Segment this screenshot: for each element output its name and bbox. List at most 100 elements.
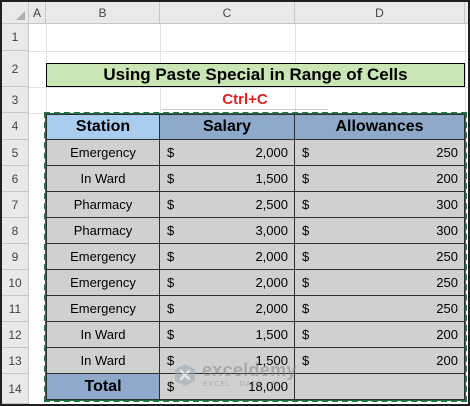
allowances-value: 200: [436, 327, 458, 342]
currency-symbol: $: [302, 223, 310, 238]
total-salary-value: 18,000: [248, 379, 288, 394]
row-header-3[interactable]: 3: [2, 87, 29, 113]
currency-symbol: $: [167, 275, 175, 290]
select-all-triangle-icon: [16, 11, 25, 20]
currency-symbol: $: [167, 171, 175, 186]
cell-salary[interactable]: $2,000: [160, 140, 295, 166]
currency-symbol: $: [302, 301, 310, 316]
title-cell[interactable]: Using Paste Special in Range of Cells: [46, 63, 465, 87]
salary-value: 1,500: [255, 171, 288, 186]
cell-station[interactable]: In Ward: [46, 322, 160, 348]
currency-symbol: $: [302, 197, 310, 212]
row-header-12[interactable]: 12: [2, 322, 29, 348]
cell-station[interactable]: Pharmacy: [46, 218, 160, 244]
row-header-8[interactable]: 8: [2, 218, 29, 244]
row-header-10[interactable]: 10: [2, 270, 29, 296]
salary-value: 1,500: [255, 327, 288, 342]
currency-symbol: $: [167, 379, 175, 394]
cell-salary[interactable]: $2,000: [160, 296, 295, 322]
currency-symbol: $: [302, 275, 310, 290]
cell-station[interactable]: Emergency: [46, 296, 160, 322]
salary-value: 2,500: [255, 197, 288, 212]
row-header-2[interactable]: 2: [2, 51, 29, 87]
cell-allowances[interactable]: $250: [295, 140, 465, 166]
currency-symbol: $: [167, 145, 175, 160]
cell-salary[interactable]: $1,500: [160, 166, 295, 192]
cell-allowances[interactable]: $200: [295, 348, 465, 374]
total-label[interactable]: Total: [46, 374, 160, 400]
cell-station[interactable]: Emergency: [46, 244, 160, 270]
row-header-14[interactable]: 14: [2, 374, 29, 404]
cell-allowances[interactable]: $250: [295, 244, 465, 270]
row-header-4[interactable]: 4: [2, 113, 29, 140]
allowances-value: 250: [436, 301, 458, 316]
allowances-value: 200: [436, 171, 458, 186]
grid-line: [465, 24, 466, 404]
cell-station[interactable]: Pharmacy: [46, 192, 160, 218]
header-station[interactable]: Station: [46, 114, 160, 140]
column-header-d[interactable]: D: [295, 2, 465, 24]
grid-line: [29, 87, 468, 88]
cell-allowances[interactable]: $250: [295, 270, 465, 296]
salary-value: 1,500: [255, 353, 288, 368]
row-header-1[interactable]: 1: [2, 24, 29, 51]
select-all-button[interactable]: [2, 2, 29, 24]
salary-value: 2,000: [255, 301, 288, 316]
cell-allowances[interactable]: $300: [295, 192, 465, 218]
currency-symbol: $: [302, 327, 310, 342]
row-header-11[interactable]: 11: [2, 296, 29, 322]
cell-salary[interactable]: $2,000: [160, 244, 295, 270]
currency-symbol: $: [302, 171, 310, 186]
row-header-9[interactable]: 9: [2, 244, 29, 270]
currency-symbol: $: [302, 353, 310, 368]
total-allowances-cell[interactable]: [295, 374, 465, 400]
cell-station[interactable]: Emergency: [46, 140, 160, 166]
row-header-13[interactable]: 13: [2, 348, 29, 374]
allowances-value: 300: [436, 197, 458, 212]
cell-station[interactable]: In Ward: [46, 166, 160, 192]
row-header-5[interactable]: 5: [2, 140, 29, 166]
column-header-e[interactable]: [465, 2, 468, 24]
header-salary[interactable]: Salary: [160, 114, 295, 140]
column-header-b[interactable]: B: [46, 2, 160, 24]
subtitle-underline: [162, 109, 328, 110]
currency-symbol: $: [302, 145, 310, 160]
salary-value: 3,000: [255, 223, 288, 238]
allowances-value: 250: [436, 249, 458, 264]
salary-value: 2,000: [255, 145, 288, 160]
cell-station[interactable]: Emergency: [46, 270, 160, 296]
grid-line: [29, 51, 468, 52]
salary-value: 2,000: [255, 275, 288, 290]
row-header-6[interactable]: 6: [2, 166, 29, 192]
cell-allowances[interactable]: $250: [295, 296, 465, 322]
allowances-value: 200: [436, 353, 458, 368]
currency-symbol: $: [167, 327, 175, 342]
currency-symbol: $: [167, 353, 175, 368]
salary-value: 2,000: [255, 249, 288, 264]
allowances-value: 250: [436, 275, 458, 290]
cell-allowances[interactable]: $200: [295, 322, 465, 348]
row-header-7[interactable]: 7: [2, 192, 29, 218]
cell-station[interactable]: In Ward: [46, 348, 160, 374]
currency-symbol: $: [302, 249, 310, 264]
column-header-a[interactable]: A: [29, 2, 46, 24]
cell-salary[interactable]: $2,500: [160, 192, 295, 218]
cell-salary[interactable]: $1,500: [160, 322, 295, 348]
header-allowances[interactable]: Allowances: [295, 114, 465, 140]
currency-symbol: $: [167, 249, 175, 264]
allowances-value: 250: [436, 145, 458, 160]
cell-salary[interactable]: $2,000: [160, 270, 295, 296]
exceldemy-logo-icon: [175, 364, 195, 386]
subtitle-cell[interactable]: Ctrl+C: [222, 91, 268, 108]
currency-symbol: $: [167, 301, 175, 316]
cell-salary[interactable]: $3,000: [160, 218, 295, 244]
watermark-name: exceldemy: [202, 360, 297, 380]
cell-allowances[interactable]: $300: [295, 218, 465, 244]
cell-allowances[interactable]: $200: [295, 166, 465, 192]
currency-symbol: $: [167, 197, 175, 212]
watermark-tagline: EXCEL · DATA · BI: [203, 381, 279, 388]
total-salary-cell[interactable]: $18,000: [160, 374, 295, 400]
currency-symbol: $: [167, 223, 175, 238]
column-header-c[interactable]: C: [160, 2, 295, 24]
